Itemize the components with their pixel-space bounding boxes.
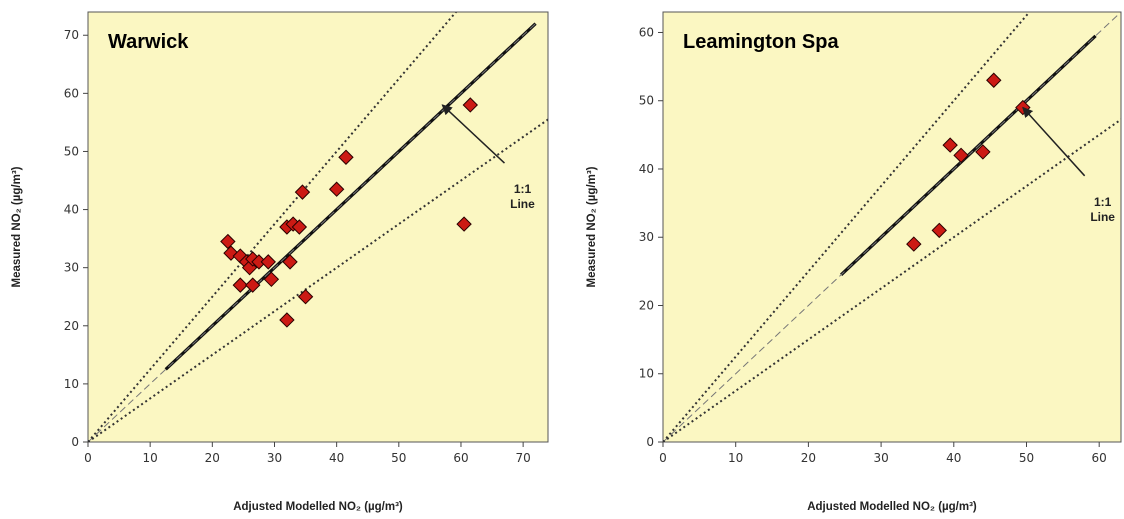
- x-tick-label: 20: [205, 451, 220, 465]
- x-tick-label: 30: [873, 451, 888, 465]
- y-tick-label: 40: [639, 162, 654, 176]
- y-tick-label: 40: [64, 203, 79, 217]
- x-tick-label: 20: [801, 451, 816, 465]
- y-tick-label: 0: [646, 435, 654, 449]
- x-tick-label: 0: [84, 451, 92, 465]
- y-tick-label: 70: [64, 28, 79, 42]
- x-tick-label: 30: [267, 451, 282, 465]
- x-axis-title: Adjusted Modelled NO₂ (µg/m³): [233, 501, 403, 513]
- panel-title: Warwick: [108, 31, 189, 53]
- panel-title: Leamington Spa: [683, 31, 839, 53]
- x-tick-label: 60: [453, 451, 468, 465]
- y-tick-label: 60: [639, 25, 654, 39]
- x-tick-label: 10: [728, 451, 743, 465]
- x-tick-label: 40: [946, 451, 961, 465]
- annotation-label-line2: Line: [510, 197, 535, 211]
- y-axis-title: Measured NO₂ (µg/m³): [586, 166, 598, 287]
- x-tick-label: 60: [1092, 451, 1107, 465]
- x-tick-label: 0: [659, 451, 667, 465]
- x-tick-label: 50: [391, 451, 406, 465]
- y-tick-label: 10: [64, 377, 79, 391]
- y-tick-label: 50: [64, 144, 79, 158]
- annotation-label-line1: 1:1: [514, 182, 532, 196]
- y-tick-label: 20: [639, 298, 654, 312]
- annotation-label-line1: 1:1: [1094, 195, 1112, 209]
- y-tick-label: 10: [639, 367, 654, 381]
- y-tick-label: 60: [64, 86, 79, 100]
- x-axis-title: Adjusted Modelled NO₂ (µg/m³): [807, 501, 977, 513]
- y-tick-label: 30: [64, 261, 79, 275]
- x-tick-label: 40: [329, 451, 344, 465]
- x-tick-label: 50: [1019, 451, 1034, 465]
- x-tick-label: 10: [143, 451, 158, 465]
- y-tick-label: 50: [639, 94, 654, 108]
- x-tick-label: 70: [515, 451, 530, 465]
- annotation-label-line2: Line: [1090, 210, 1115, 224]
- y-tick-label: 0: [71, 435, 79, 449]
- y-axis-title: Measured NO₂ (µg/m³): [11, 166, 23, 287]
- y-tick-label: 20: [64, 319, 79, 333]
- y-tick-label: 30: [639, 230, 654, 244]
